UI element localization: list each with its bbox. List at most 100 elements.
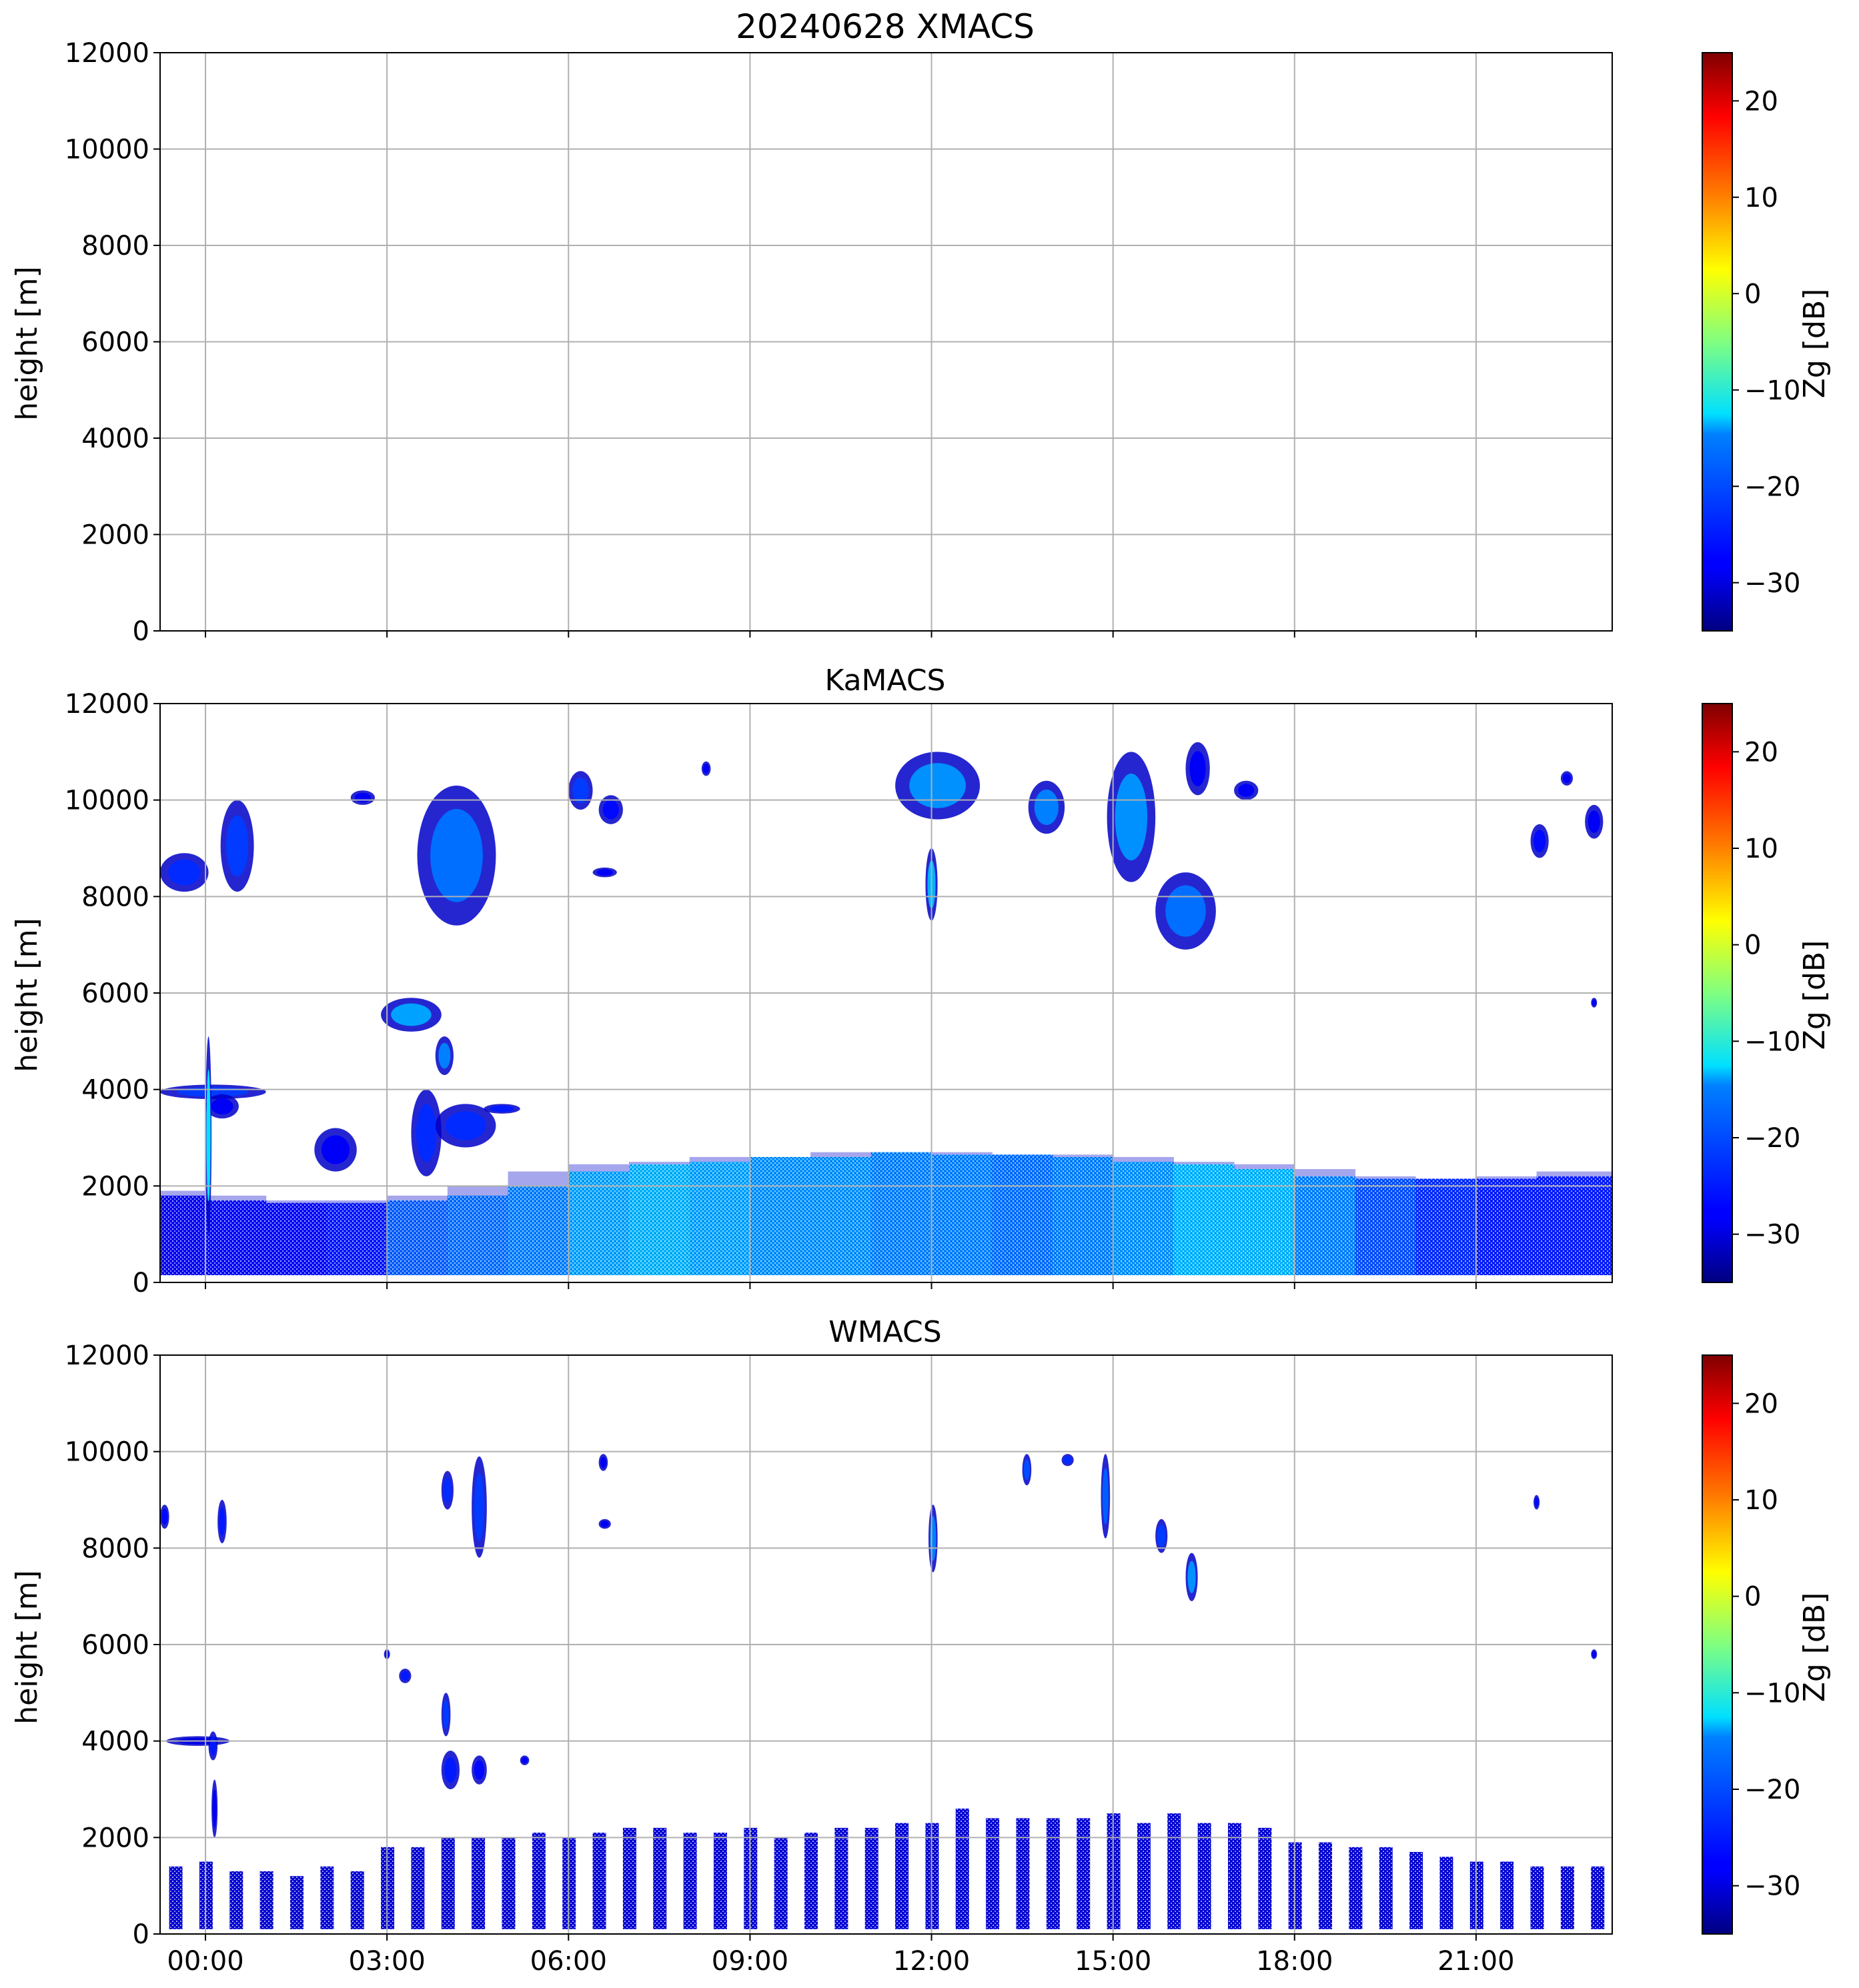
boundary-layer-texture: [1052, 1156, 1114, 1276]
precip-stripe-texture: [1137, 1823, 1151, 1929]
precip-stripe-texture: [290, 1876, 303, 1929]
echo-cell: [909, 763, 966, 808]
colorbar-tick-label: −20: [1744, 1775, 1800, 1805]
y-tick-label: 2000: [81, 1823, 149, 1853]
precip-stripe-texture: [1197, 1823, 1211, 1929]
echo-cell: [226, 815, 249, 877]
y-tick-label: 6000: [81, 327, 149, 358]
echo-cell: [1115, 773, 1148, 861]
boundary-layer-texture: [160, 1195, 206, 1276]
colorbar-tick-label: −10: [1744, 1026, 1800, 1057]
panel-wmacs: WMACS 00:00 03:00 06:00 09:00 12:00 15:00 18:0…: [10, 1315, 1832, 1977]
colorbar-tick-label: 10: [1744, 1485, 1778, 1516]
precip-stripe-texture: [1439, 1857, 1453, 1929]
boundary-layer-texture: [447, 1195, 509, 1276]
panel-xmacs: 0 2000 4000 6000 8000 10000 12000 −30 −20 −10 0 10 2…: [10, 38, 1832, 647]
echo-cell: [209, 1736, 216, 1756]
plot-frame: [159, 703, 1613, 1283]
panel-wmacs-title: WMACS: [828, 1315, 941, 1349]
colorbar-gradient: [1702, 52, 1733, 632]
boundary-layer-texture: [689, 1162, 750, 1276]
echo-cell: [321, 1135, 350, 1164]
echo-cell: [401, 1671, 410, 1681]
boundary-layer-top-fringe: [265, 1200, 327, 1203]
y-tick-label: 4000: [81, 1075, 149, 1106]
colorbar-tick-label: 0: [1744, 1582, 1761, 1613]
echo-cell: [443, 1477, 452, 1503]
precip-stripe-texture: [1591, 1866, 1605, 1929]
panel-wmacs-grid: 00:00 03:00 06:00 09:00 12:00 15:00 18:00 21:00…: [65, 1340, 1613, 1977]
precip-stripe-texture: [1016, 1818, 1030, 1929]
panel-kamacs: KaMACS 0 2000 4000 6000 8000 10000 12000 −30 −20…: [10, 664, 1832, 1298]
boundary-layer-top-fringe: [508, 1171, 569, 1186]
precip-stripe-texture: [169, 1866, 183, 1929]
colorbar-tick-label: −20: [1744, 1123, 1800, 1154]
panel-kamacs-data: [160, 742, 1613, 1276]
boundary-layer-top-fringe: [1355, 1176, 1416, 1179]
x-tick-label: 15:00: [1075, 1946, 1151, 1977]
echo-cell: [521, 1757, 528, 1764]
precip-stripe-texture: [259, 1871, 273, 1929]
y-tick-label: 6000: [81, 978, 149, 1009]
y-tick-label: 2000: [81, 520, 149, 551]
colorbar-tick-label: 0: [1744, 279, 1761, 309]
precip-stripe-texture: [1258, 1827, 1272, 1929]
y-tick-label: 2000: [81, 1171, 149, 1202]
y-tick-label: 4000: [81, 1727, 149, 1757]
boundary-layer-texture: [1234, 1169, 1295, 1276]
precip-stripe-texture: [350, 1871, 364, 1929]
precip-stripe-texture: [1560, 1866, 1574, 1929]
x-tick-label: 12:00: [893, 1946, 970, 1977]
precip-stripe-texture: [1500, 1861, 1514, 1929]
echo-cell: [161, 1509, 168, 1525]
boundary-layer-texture: [568, 1171, 630, 1276]
colorbar-tick-label: −20: [1744, 471, 1800, 502]
plot-frame: [159, 1354, 1613, 1935]
boundary-layer-top-fringe: [205, 1195, 267, 1201]
boundary-layer-top-fringe: [628, 1162, 690, 1164]
boundary-layer-top-fringe: [1173, 1162, 1235, 1164]
boundary-layer-texture: [1173, 1164, 1235, 1276]
boundary-layer-texture: [1294, 1176, 1355, 1276]
precip-stripe-texture: [622, 1827, 636, 1929]
boundary-layer-top-fringe: [1113, 1156, 1174, 1162]
echo-cell: [1534, 1497, 1539, 1507]
precip-stripe-texture: [774, 1837, 788, 1929]
echo-cell: [1157, 1525, 1166, 1548]
precip-stripe-texture: [834, 1827, 848, 1929]
colorbar-tick-label: −30: [1744, 1220, 1800, 1250]
boundary-layer-texture: [750, 1156, 811, 1276]
boundary-layer-texture: [992, 1154, 1053, 1276]
precip-stripe-texture: [895, 1823, 909, 1929]
boundary-layer-texture: [931, 1154, 993, 1276]
panel-wmacs-data: [160, 1454, 1605, 1929]
y-tick-label: 0: [133, 616, 149, 647]
boundary-layer-top-fringe: [160, 1190, 206, 1196]
colorbar-tick-label: 10: [1744, 183, 1778, 213]
echo-cell: [354, 792, 371, 803]
boundary-layer-texture: [205, 1200, 267, 1276]
echo-cell: [168, 859, 201, 886]
precip-stripe-texture: [864, 1827, 878, 1929]
precip-stripe-texture: [441, 1837, 455, 1929]
boundary-layer-texture: [508, 1186, 569, 1276]
y-tick-label: 8000: [81, 231, 149, 261]
echo-cell: [206, 1069, 211, 1202]
panel-xmacs-ylabel: height [m]: [10, 266, 44, 420]
echo-cell: [1187, 1561, 1196, 1593]
echo-cell: [474, 1760, 485, 1780]
precip-stripe-texture: [592, 1833, 606, 1929]
echo-cell: [212, 1789, 217, 1828]
x-tick-label: 06:00: [530, 1946, 607, 1977]
echo-cell: [596, 869, 613, 876]
boundary-layer-texture: [387, 1200, 448, 1276]
boundary-layer-texture: [326, 1202, 388, 1276]
precip-stripe-texture: [411, 1847, 425, 1929]
echo-cell: [1023, 1459, 1030, 1480]
echo-cell: [444, 1757, 457, 1783]
precip-stripe-texture: [229, 1871, 243, 1929]
colorbar-tick-label: −30: [1744, 568, 1800, 599]
precip-stripe-texture: [532, 1833, 546, 1929]
boundary-layer-top-fringe: [447, 1186, 509, 1196]
figure-title: 20240628 XMACS: [736, 7, 1035, 46]
